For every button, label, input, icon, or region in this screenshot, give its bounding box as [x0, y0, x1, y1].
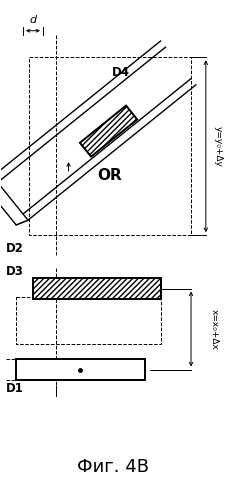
Text: D3: D3 [6, 265, 24, 278]
Text: y=y₀+Δy: y=y₀+Δy [213, 126, 222, 167]
Text: D1: D1 [6, 382, 24, 395]
Text: Фиг. 4В: Фиг. 4В [77, 458, 148, 476]
Text: OR: OR [97, 168, 122, 183]
Text: d: d [29, 15, 36, 25]
Bar [16, 359, 144, 380]
Text: x=x₀+Δx: x=x₀+Δx [208, 309, 217, 350]
Polygon shape [0, 176, 28, 225]
Text: D4: D4 [112, 66, 129, 79]
Text: D2: D2 [6, 242, 24, 254]
Polygon shape [80, 106, 137, 157]
Bar [33, 278, 161, 299]
Bar [33, 278, 161, 299]
